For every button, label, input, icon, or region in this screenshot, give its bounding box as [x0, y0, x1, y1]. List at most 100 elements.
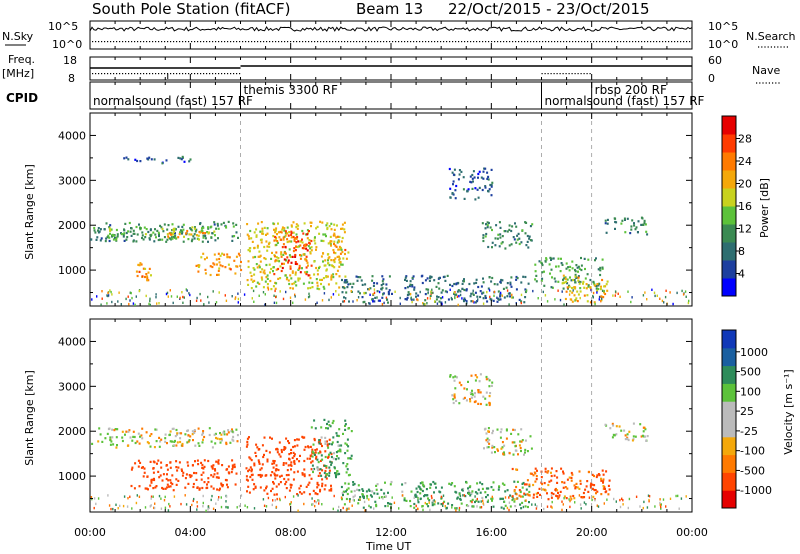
power-echo-cell [179, 231, 181, 234]
power-echo-cell [213, 221, 216, 224]
velocity-echo-cell [258, 462, 261, 465]
velocity-echo-cell [632, 422, 635, 425]
power-echo-cell [614, 217, 617, 220]
power-colorbar-swatch [722, 116, 736, 135]
noise-search-dot [152, 41, 154, 43]
power-echo-cell [493, 294, 495, 297]
power-echo-cell [275, 243, 278, 246]
velocity-echo-cell [536, 505, 538, 508]
power-echo-cell [237, 297, 240, 301]
power-echo-cell [294, 237, 297, 240]
noise-search-dot [200, 41, 202, 43]
power-echo-cell [269, 279, 272, 283]
power-echo-cell [233, 259, 236, 262]
noise-search-dot [353, 41, 355, 43]
velocity-echo-cell [470, 396, 473, 399]
power-echo-cell [292, 235, 295, 239]
velocity-echo-cell [470, 374, 473, 377]
velocity-echo-cell [196, 459, 199, 462]
power-echo-cell [275, 256, 278, 259]
velocity-echo-cell [557, 491, 559, 494]
velocity-echo-cell [499, 497, 501, 501]
velocity-echo-cell [288, 453, 291, 456]
velocity-echo-cell [191, 464, 194, 467]
power-echo-cell [211, 265, 214, 269]
power-echo-cell [385, 287, 388, 290]
velocity-echo-cell [91, 442, 94, 445]
velocity-echo-cell [149, 484, 152, 487]
nave-dot [541, 73, 543, 75]
power-echo-cell [605, 283, 608, 286]
power-echo-cell [286, 256, 289, 259]
velocity-echo-cell [171, 427, 174, 430]
power-echo-cell [97, 229, 99, 232]
power-echo-cell [664, 295, 667, 299]
velocity-echo-cell [208, 506, 210, 510]
velocity-echo-cell [410, 490, 413, 493]
power-echo-cell [451, 171, 454, 174]
noise-search-dot [269, 41, 271, 43]
power-echo-cell [323, 287, 326, 290]
noise-search-dot [137, 41, 139, 43]
power-echo-cell [195, 299, 198, 302]
power-echo-cell [232, 225, 235, 228]
velocity-echo-cell [186, 429, 189, 432]
power-echo-cell [110, 290, 112, 294]
power-echo-cell [200, 256, 203, 259]
power-echo-cell [251, 240, 254, 243]
velocity-echo-cell [622, 503, 624, 506]
nave-dot [176, 73, 178, 75]
velocity-echo-cell [542, 488, 545, 491]
velocity-echo-cell [175, 460, 178, 463]
power-echo-cell [487, 287, 490, 290]
power-echo-cell [388, 289, 391, 292]
power-echo-cell [233, 235, 236, 238]
power-colorbar-tick-label: 20 [738, 178, 752, 191]
power-echo-cell [109, 289, 111, 292]
power-echo-cell [461, 282, 464, 285]
power-echo-cell [295, 284, 298, 287]
power-echo-cell [285, 290, 287, 294]
power-echo-cell [120, 233, 123, 236]
power-echo-cell [179, 296, 181, 300]
velocity-echo-cell [619, 505, 622, 509]
power-echo-cell [357, 276, 360, 279]
power-echo-cell [169, 237, 171, 240]
power-echo-cell [286, 226, 289, 229]
velocity-echo-cell [508, 496, 510, 499]
velocity-echo-cell [362, 506, 365, 509]
power-echo-cell [459, 293, 462, 297]
velocity-colorbar-swatch [722, 490, 736, 509]
velocity-echo-cell [485, 432, 488, 435]
noise-search-dot [506, 41, 508, 43]
power-echo-cell [123, 157, 126, 160]
velocity-echo-cell [458, 506, 461, 510]
velocity-echo-cell [585, 485, 588, 488]
power-echo-cell [208, 301, 210, 304]
power-echo-cell [307, 264, 309, 267]
velocity-echo-cell [383, 495, 386, 498]
velocity-echo-cell [282, 462, 285, 465]
power-echo-cell [546, 300, 549, 303]
power-echo-cell [469, 295, 472, 298]
power-echo-cell [279, 277, 282, 280]
power-colorbar-tick-label: 12 [738, 223, 752, 236]
velocity-echo-cell [279, 455, 282, 458]
power-echo-cell [257, 222, 260, 225]
velocity-echo-cell [481, 483, 484, 486]
velocity-echo-cell [187, 440, 190, 443]
velocity-echo-cell [160, 461, 163, 464]
power-echo-cell [386, 298, 388, 301]
power-echo-cell [572, 278, 575, 282]
power-echo-cell [487, 189, 489, 193]
power-echo-cell [341, 278, 343, 282]
velocity-echo-cell [639, 505, 641, 508]
power-echo-cell [308, 281, 311, 284]
power-echo-cell [261, 268, 264, 271]
power-echo-cell [576, 266, 579, 269]
nsearch-label: N.Search [746, 30, 796, 43]
velocity-echo-cell [338, 449, 341, 452]
power-echo-cell [361, 296, 364, 299]
velocity-echo-cell [340, 496, 343, 499]
noise-search-dot [188, 41, 190, 43]
